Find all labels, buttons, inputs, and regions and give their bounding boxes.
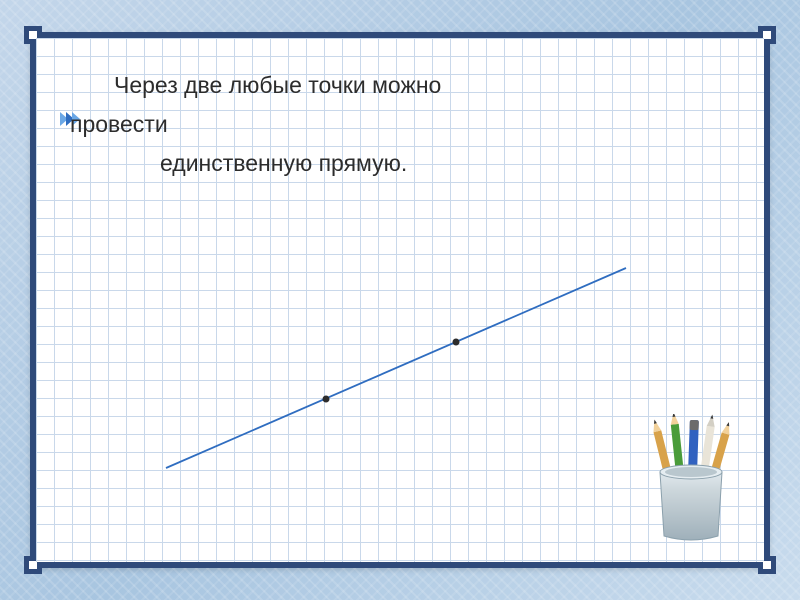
text-line: единственную прямую. xyxy=(70,144,704,183)
slide-frame: Через две любые точки можно провести еди… xyxy=(30,32,770,568)
text-line: провести xyxy=(70,105,704,144)
pencil-cup-icon xyxy=(646,414,736,544)
text-line: Через две любые точки можно xyxy=(70,66,704,105)
theorem-text: Через две любые точки можно провести еди… xyxy=(70,66,704,183)
